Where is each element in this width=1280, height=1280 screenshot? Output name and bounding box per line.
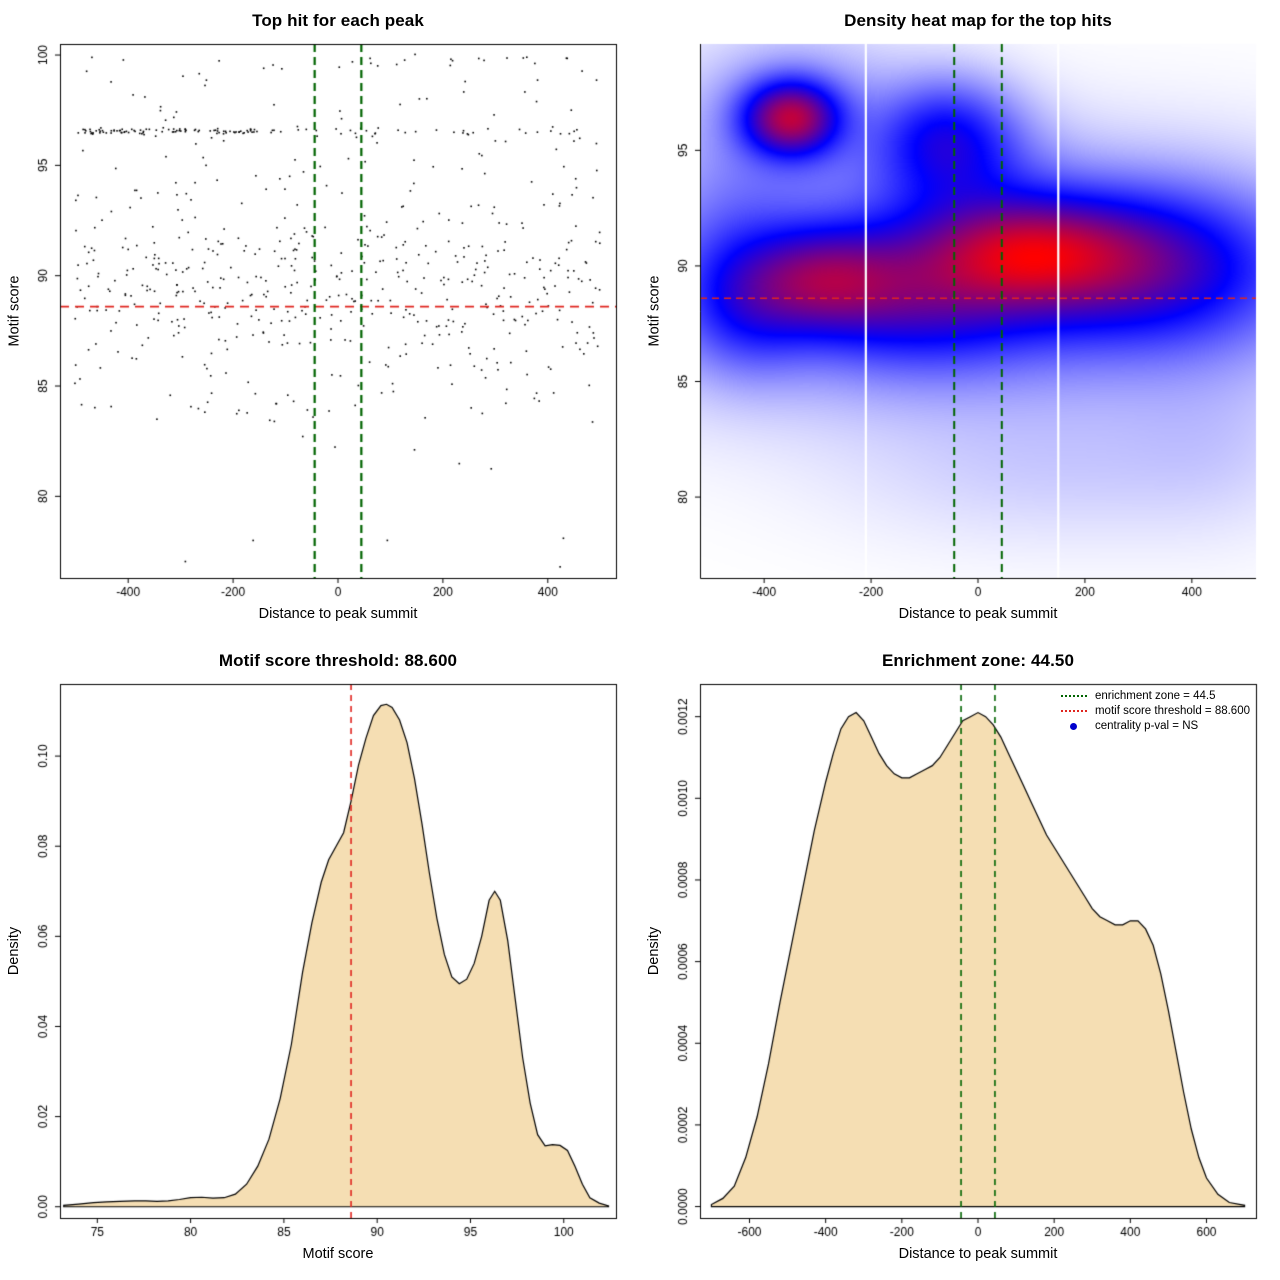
distance-density-canvas (640, 640, 1280, 1280)
panel-title: Enrichment zone: 44.50 (881, 651, 1075, 670)
y-axis-label: Motif score (646, 275, 663, 347)
x-axis-label: Distance to peak summit (898, 1246, 1058, 1262)
legend-label: enrichment zone = 44.5 (1094, 690, 1216, 702)
panel-title: Density heat map for the top hits (844, 11, 1112, 30)
panel-density-heatmap: Density heat map for the top hits Distan… (640, 0, 1280, 640)
red-dotted-line-sample (1060, 707, 1087, 715)
motif-density-canvas (0, 640, 640, 1280)
legend-label: centrality p-val = NS (1094, 720, 1199, 732)
panel-title: Motif score threshold: 88.600 (218, 651, 458, 670)
scatter-plot-canvas (0, 0, 640, 640)
y-axis-label: Motif score (6, 275, 23, 347)
heatmap-canvas (640, 0, 1280, 640)
panel-top-hits-scatter: Top hit for each peak Distance to peak s… (0, 0, 640, 640)
legend-item-centrality-pval: centrality p-val = NS (1061, 720, 1250, 732)
legend-item-motif-threshold: motif score threshold = 88.600 (1060, 705, 1250, 717)
panel-title: Top hit for each peak (252, 11, 424, 30)
y-axis-label: Density (646, 926, 663, 976)
panel-enrichment-zone-density: Enrichment zone: 44.50 Distance to peak … (640, 640, 1280, 1280)
x-axis-label: Distance to peak summit (898, 606, 1058, 622)
plot-legend: enrichment zone = 44.5 motif score thres… (1060, 690, 1250, 732)
panel-motif-score-density: Motif score threshold: 88.600 Motif scor… (0, 640, 640, 1280)
legend-item-enrichment-zone: enrichment zone = 44.5 (1060, 690, 1250, 702)
green-dotted-line-sample (1060, 692, 1087, 700)
blue-point-sample (1061, 722, 1087, 730)
y-axis-label: Density (6, 926, 23, 976)
x-axis-label: Distance to peak summit (258, 606, 418, 622)
legend-label: motif score threshold = 88.600 (1094, 705, 1250, 717)
x-axis-label: Motif score (302, 1246, 374, 1262)
